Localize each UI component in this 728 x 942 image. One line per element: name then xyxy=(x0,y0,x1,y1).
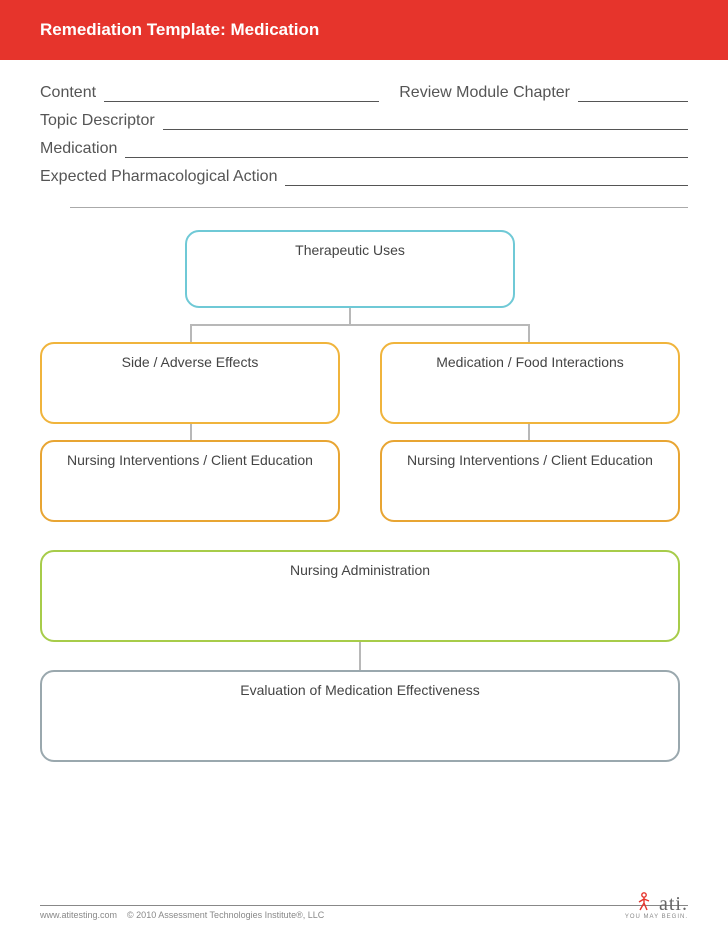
topic-line[interactable] xyxy=(163,114,688,130)
action-line-2[interactable] xyxy=(70,196,688,208)
row-action: Expected Pharmacological Action xyxy=(40,168,688,186)
logo-text: ati. xyxy=(659,893,688,915)
row-topic: Topic Descriptor xyxy=(40,112,688,130)
connector-1 xyxy=(190,324,530,326)
medication-line[interactable] xyxy=(125,142,688,158)
review-line[interactable] xyxy=(578,86,688,102)
box-admin: Nursing Administration xyxy=(40,550,680,642)
action-line[interactable] xyxy=(285,170,688,186)
content-label: Content xyxy=(40,84,96,102)
logo-tagline: YOU MAY BEGIN. xyxy=(625,914,688,920)
logo-icon xyxy=(632,890,654,914)
connector-0 xyxy=(349,308,351,324)
footer-left: www.atitesting.com © 2010 Assessment Tec… xyxy=(40,910,324,920)
box-nursing2: Nursing Interventions / Client Education xyxy=(380,440,680,522)
connector-5 xyxy=(528,424,530,440)
connector-4 xyxy=(190,424,192,440)
box-nursing1: Nursing Interventions / Client Education xyxy=(40,440,340,522)
box-eval: Evaluation of Medication Effectiveness xyxy=(40,670,680,762)
topic-label: Topic Descriptor xyxy=(40,112,155,130)
footer-url: www.atitesting.com xyxy=(40,910,117,920)
connector-2 xyxy=(190,324,192,342)
fields-section: Content Review Module Chapter Topic Desc… xyxy=(40,84,688,208)
row-content-review: Content Review Module Chapter xyxy=(40,84,688,102)
connector-3 xyxy=(528,324,530,342)
footer: www.atitesting.com © 2010 Assessment Tec… xyxy=(40,890,688,920)
header-bar: Remediation Template: Medication xyxy=(0,0,728,60)
connector-6 xyxy=(359,642,361,670)
diagram: Therapeutic Uses Side / Adverse Effects Me… xyxy=(40,230,688,872)
content-line[interactable] xyxy=(104,86,379,102)
review-label: Review Module Chapter xyxy=(399,84,570,102)
action-label: Expected Pharmacological Action xyxy=(40,168,277,186)
footer-copyright: © 2010 Assessment Technologies Institute… xyxy=(127,910,324,920)
page-title: Remediation Template: Medication xyxy=(40,20,319,40)
box-therapeutic: Therapeutic Uses xyxy=(185,230,515,308)
medication-label: Medication xyxy=(40,140,117,158)
box-side_effects: Side / Adverse Effects xyxy=(40,342,340,424)
page: Remediation Template: Medication Content… xyxy=(0,0,728,942)
box-interactions: Medication / Food Interactions xyxy=(380,342,680,424)
logo: ati. YOU MAY BEGIN. xyxy=(625,890,688,920)
row-medication: Medication xyxy=(40,140,688,158)
